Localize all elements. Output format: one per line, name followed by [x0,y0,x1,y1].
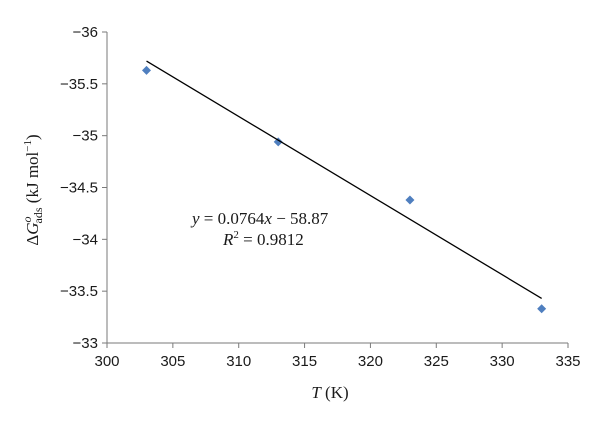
y-tick-label: −35.5 [60,76,98,93]
x-tick-label: 300 [94,353,119,370]
data-point [537,304,547,314]
data-points [142,65,547,314]
y-tick-label: −33.5 [60,283,98,300]
x-tick-label: 310 [226,353,251,370]
y-axis-title: ΔGoads (kJ mol−1) [20,134,45,245]
y-tick-label: −33 [73,335,98,352]
trendline [146,60,542,299]
x-tick-label: 325 [424,353,449,370]
x-tick-label: 315 [292,353,317,370]
x-tick-label: 305 [160,353,185,370]
data-point [142,65,152,75]
trendline-equation: y = 0.0764x − 58.87 [190,209,329,228]
x-tick-label: 335 [555,353,580,370]
y-tick-label: −34.5 [60,180,98,197]
y-axis-ticks: −36 −35.5 −35 −34.5 −34 −33.5 −33 [60,24,107,352]
x-axis-ticks: 300 305 310 315 320 325 330 335 [94,343,581,370]
y-tick-label: −36 [73,24,98,41]
x-tick-label: 320 [358,353,383,370]
data-point [273,137,283,147]
r-squared-label: R2 = 0.9812 [222,229,304,249]
x-axis-title: T (K) [311,383,348,402]
data-point [405,195,415,205]
y-tick-label: −35 [73,128,98,145]
y-tick-label: −34 [73,231,98,248]
x-tick-label: 330 [490,353,515,370]
